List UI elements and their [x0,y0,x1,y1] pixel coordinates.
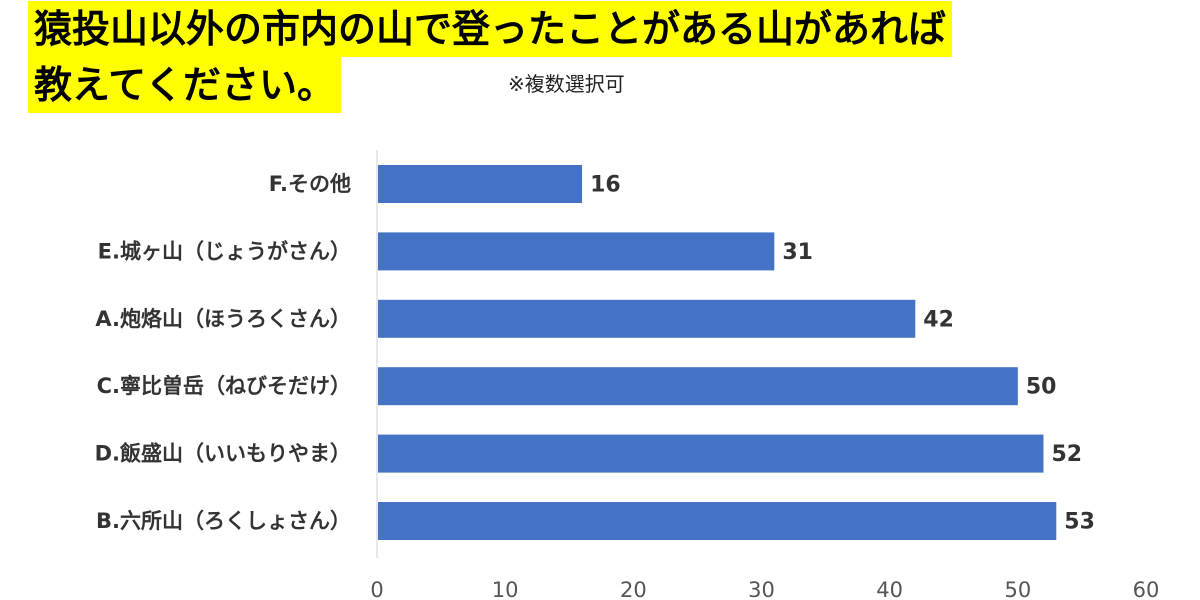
chart-title-line-1: 猿投山以外の市内の山で登ったことがある山があれば [28,1,953,57]
bar [378,502,1057,540]
data-label: 52 [1051,442,1082,467]
category-label: F.その他 [269,172,351,196]
bar [378,367,1018,406]
category-label: A.炮烙山（ほうろくさん） [95,307,351,331]
multiple-choice-note: ※複数選択可 [508,72,625,96]
category-label: C.寧比曽岳（ねびそだけ） [97,374,351,398]
category-label: B.六所山（ろくしょさん） [96,509,351,533]
x-tick-label: 50 [1004,578,1031,600]
category-label: D.飯盛山（いいもりやま） [95,442,351,466]
data-label: 50 [1026,375,1057,400]
x-tick-label: 60 [1133,578,1160,600]
data-label: 31 [782,240,813,265]
bar [378,299,916,338]
x-tick-label: 30 [748,578,775,600]
x-tick-label: 20 [620,578,647,600]
data-label: 42 [923,307,954,332]
x-tick-label: 10 [492,578,519,600]
category-label: E.城ヶ山（じょうがさん） [98,239,351,263]
bar [378,434,1044,473]
data-label: 53 [1064,510,1095,535]
bar [378,165,583,203]
x-tick-label: 40 [876,578,903,600]
chart-title-line-2: 教えてください。 [28,57,341,113]
x-tick-label: 0 [370,578,383,600]
data-label: 16 [590,173,621,198]
bar [378,232,775,271]
